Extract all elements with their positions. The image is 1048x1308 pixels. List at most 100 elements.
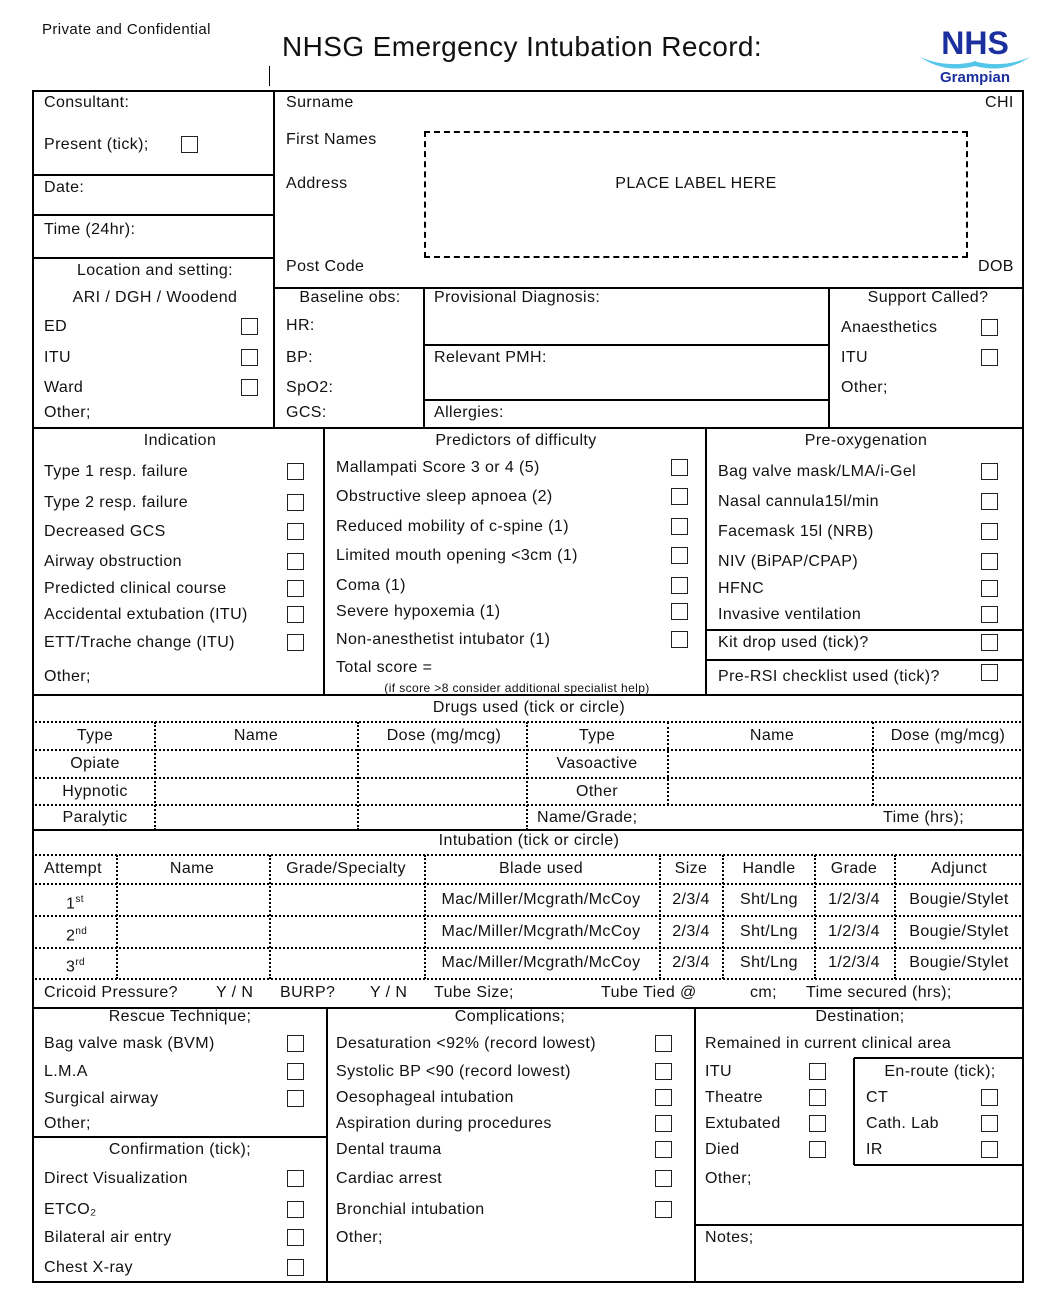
surname-label: Surname: [286, 94, 354, 111]
predictor-item: Severe hypoxemia (1): [336, 603, 501, 620]
pre-rsi-checkbox[interactable]: [981, 664, 998, 681]
divider: [32, 749, 1024, 751]
preox-item: Invasive ventilation: [718, 606, 862, 623]
indication-checkbox[interactable]: [287, 580, 304, 597]
location-checkbox[interactable]: [241, 349, 258, 366]
name-grade-label: Name/Grade;: [537, 809, 638, 826]
location-option: Ward: [44, 379, 84, 396]
preox-checkbox[interactable]: [981, 523, 998, 540]
divider: [32, 947, 1024, 949]
attempt-label: 2nd: [66, 922, 87, 946]
enroute-checkbox[interactable]: [981, 1089, 998, 1106]
complication-checkbox[interactable]: [655, 1115, 672, 1132]
enroute-checkbox[interactable]: [981, 1141, 998, 1158]
complication-item: Cardiac arrest: [336, 1170, 443, 1187]
form-title: NHSG Emergency Intubation Record:: [282, 31, 763, 62]
kit-drop-checkbox[interactable]: [981, 634, 998, 651]
blade-options: Mac/Miller/Mcgrath/McCoy: [441, 923, 641, 940]
handle-options: Sht/Lng: [740, 891, 798, 908]
drug-type: Paralytic: [62, 809, 128, 826]
cricoid-label: Cricoid Pressure?: [44, 984, 178, 1001]
indication-item: Decreased GCS: [44, 523, 166, 540]
grade-options: 1/2/3/4: [828, 954, 880, 971]
indication-checkbox[interactable]: [287, 463, 304, 480]
confirmation-checkbox[interactable]: [287, 1170, 304, 1187]
attempt-label: 1st: [66, 890, 84, 914]
present-checkbox[interactable]: [181, 136, 198, 153]
predictor-checkbox[interactable]: [671, 577, 688, 594]
predictor-checkbox[interactable]: [671, 631, 688, 648]
enroute-checkbox[interactable]: [981, 1115, 998, 1132]
predictor-item: Reduced mobility of c-spine (1): [336, 518, 569, 535]
location-checkbox[interactable]: [241, 318, 258, 335]
rescue-checkbox[interactable]: [287, 1035, 304, 1052]
rescue-checkbox[interactable]: [287, 1063, 304, 1080]
indication-item: Predicted clinical course: [44, 580, 227, 597]
preox-title: Pre-oxygenation: [804, 432, 928, 449]
indication-checkbox[interactable]: [287, 523, 304, 540]
predictor-checkbox[interactable]: [671, 547, 688, 564]
kit-drop-label: Kit drop used (tick)?: [718, 634, 869, 651]
complication-checkbox[interactable]: [655, 1035, 672, 1052]
complications-title: Complications;: [454, 1008, 566, 1025]
drug-time-label: Time (hrs);: [883, 809, 965, 826]
preox-checkbox[interactable]: [981, 553, 998, 570]
divider: [894, 855, 896, 979]
confirmation-checkbox[interactable]: [287, 1229, 304, 1246]
burp-yn: Y / N: [370, 984, 408, 1001]
complication-checkbox[interactable]: [655, 1141, 672, 1158]
preox-checkbox[interactable]: [981, 463, 998, 480]
divider: [32, 1007, 1024, 1009]
attempt-ordinal: nd: [75, 926, 88, 937]
intubation-column-header: Grade/Specialty: [286, 860, 406, 877]
indication-other: Other;: [44, 668, 91, 685]
time-secured-label: Time secured (hrs);: [806, 984, 952, 1001]
predictor-checkbox[interactable]: [671, 603, 688, 620]
divider: [854, 1164, 1024, 1166]
preox-item: Facemask 15l (NRB): [718, 523, 874, 540]
destination-checkbox[interactable]: [809, 1089, 826, 1106]
support-checkbox[interactable]: [981, 319, 998, 336]
destination-option: Died: [705, 1141, 740, 1158]
logo-text: NHS: [941, 25, 1009, 61]
destination-checkbox[interactable]: [809, 1115, 826, 1132]
confirmation-checkbox[interactable]: [287, 1259, 304, 1276]
complication-checkbox[interactable]: [655, 1170, 672, 1187]
preox-checkbox[interactable]: [981, 493, 998, 510]
divider: [424, 399, 829, 401]
predictor-checkbox[interactable]: [671, 459, 688, 476]
destination-option: Extubated: [705, 1115, 781, 1132]
rescue-item: Surgical airway: [44, 1090, 159, 1107]
predictor-checkbox[interactable]: [671, 488, 688, 505]
destination-checkbox[interactable]: [809, 1063, 826, 1080]
rescue-checkbox[interactable]: [287, 1090, 304, 1107]
support-checkbox[interactable]: [981, 349, 998, 366]
dob-label: DOB: [978, 258, 1014, 275]
relevant-pmh-label: Relevant PMH:: [434, 349, 547, 366]
indication-checkbox[interactable]: [287, 634, 304, 651]
rescue-title: Rescue Technique;: [108, 1008, 252, 1025]
preox-checkbox[interactable]: [981, 606, 998, 623]
complication-checkbox[interactable]: [655, 1063, 672, 1080]
destination-checkbox[interactable]: [809, 1141, 826, 1158]
confidential-label: Private and Confidential: [42, 21, 211, 38]
complication-item: Desaturation <92% (record lowest): [336, 1035, 596, 1052]
first-names-label: First Names: [286, 131, 377, 148]
size-options: 2/3/4: [672, 923, 710, 940]
divider: [722, 855, 724, 979]
confirmation-checkbox[interactable]: [287, 1201, 304, 1218]
divider: [32, 915, 1024, 917]
divider: [32, 829, 1024, 831]
complication-checkbox[interactable]: [655, 1201, 672, 1218]
indication-checkbox[interactable]: [287, 606, 304, 623]
divider: [357, 722, 359, 830]
handle-options: Sht/Lng: [740, 954, 798, 971]
indication-checkbox[interactable]: [287, 494, 304, 511]
indication-checkbox[interactable]: [287, 553, 304, 570]
divider: [667, 722, 669, 805]
predictor-checkbox[interactable]: [671, 518, 688, 535]
location-checkbox[interactable]: [241, 379, 258, 396]
intubation-column-header: Adjunct: [930, 860, 988, 877]
preox-checkbox[interactable]: [981, 580, 998, 597]
complication-checkbox[interactable]: [655, 1089, 672, 1106]
